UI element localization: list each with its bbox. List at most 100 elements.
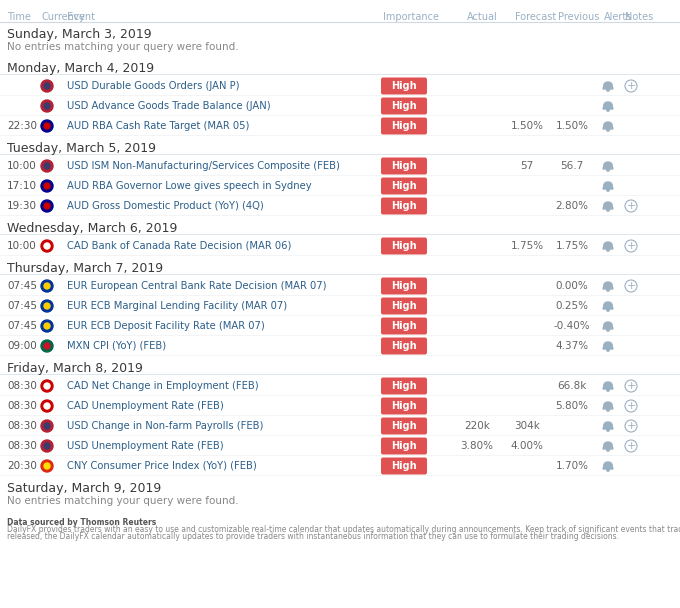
Text: AUD RBA Governor Lowe gives speech in Sydney: AUD RBA Governor Lowe gives speech in Sy… bbox=[67, 181, 311, 191]
Polygon shape bbox=[603, 425, 613, 429]
Circle shape bbox=[41, 380, 53, 392]
Text: 07:45: 07:45 bbox=[7, 321, 37, 331]
Text: +: + bbox=[626, 401, 636, 410]
Text: Time: Time bbox=[7, 12, 31, 22]
Text: Monday, March 4, 2019: Monday, March 4, 2019 bbox=[7, 62, 154, 75]
Text: High: High bbox=[391, 461, 417, 471]
Text: 0.00%: 0.00% bbox=[556, 281, 588, 291]
Text: No entries matching your query were found.: No entries matching your query were foun… bbox=[7, 496, 239, 506]
Text: USD Durable Goods Orders (JAN P): USD Durable Goods Orders (JAN P) bbox=[67, 81, 239, 91]
Text: 304k: 304k bbox=[514, 421, 540, 431]
Text: Forecast: Forecast bbox=[515, 12, 556, 22]
Text: Notes: Notes bbox=[625, 12, 653, 22]
Polygon shape bbox=[603, 325, 613, 329]
Text: ◕: ◕ bbox=[604, 201, 612, 211]
Text: ◕: ◕ bbox=[604, 101, 612, 111]
Text: Tuesday, March 5, 2019: Tuesday, March 5, 2019 bbox=[7, 142, 156, 155]
Text: CAD Unemployment Rate (FEB): CAD Unemployment Rate (FEB) bbox=[67, 401, 224, 411]
Circle shape bbox=[41, 240, 53, 252]
Polygon shape bbox=[603, 125, 613, 129]
Circle shape bbox=[625, 240, 637, 252]
Text: 08:30: 08:30 bbox=[7, 401, 37, 411]
Circle shape bbox=[44, 103, 50, 109]
Text: ◕: ◕ bbox=[604, 441, 612, 451]
Circle shape bbox=[625, 420, 637, 432]
Text: 1.75%: 1.75% bbox=[511, 241, 543, 251]
Text: Friday, March 8, 2019: Friday, March 8, 2019 bbox=[7, 362, 143, 375]
Circle shape bbox=[625, 440, 637, 452]
FancyBboxPatch shape bbox=[381, 297, 427, 314]
Polygon shape bbox=[604, 242, 612, 245]
Polygon shape bbox=[603, 105, 613, 109]
Text: USD Change in Non-farm Payrolls (FEB): USD Change in Non-farm Payrolls (FEB) bbox=[67, 421, 263, 431]
Polygon shape bbox=[604, 282, 612, 285]
Polygon shape bbox=[604, 102, 612, 105]
Circle shape bbox=[607, 209, 609, 211]
Text: High: High bbox=[391, 181, 417, 191]
Polygon shape bbox=[604, 202, 612, 205]
Circle shape bbox=[41, 340, 53, 352]
Circle shape bbox=[607, 329, 609, 331]
Polygon shape bbox=[604, 342, 612, 345]
FancyBboxPatch shape bbox=[381, 77, 427, 94]
Text: High: High bbox=[391, 161, 417, 171]
Text: High: High bbox=[391, 381, 417, 391]
Text: ◕: ◕ bbox=[604, 281, 612, 291]
Text: ◕: ◕ bbox=[604, 401, 612, 411]
FancyBboxPatch shape bbox=[381, 277, 427, 294]
Text: High: High bbox=[391, 341, 417, 351]
Text: ◕: ◕ bbox=[604, 381, 612, 391]
Text: Saturday, March 9, 2019: Saturday, March 9, 2019 bbox=[7, 482, 161, 495]
Circle shape bbox=[625, 200, 637, 212]
Polygon shape bbox=[604, 442, 612, 445]
Polygon shape bbox=[604, 122, 612, 125]
Circle shape bbox=[41, 300, 53, 312]
Text: +: + bbox=[626, 281, 636, 291]
Text: 2.80%: 2.80% bbox=[556, 201, 588, 211]
Text: High: High bbox=[391, 241, 417, 251]
Text: -0.40%: -0.40% bbox=[554, 321, 590, 331]
Text: High: High bbox=[391, 441, 417, 451]
Text: High: High bbox=[391, 281, 417, 291]
Text: 07:45: 07:45 bbox=[7, 281, 37, 291]
Text: 19:30: 19:30 bbox=[7, 201, 37, 211]
Polygon shape bbox=[604, 322, 612, 325]
Text: 57: 57 bbox=[520, 161, 534, 171]
Text: 5.80%: 5.80% bbox=[556, 401, 588, 411]
Text: CAD Net Change in Employment (FEB): CAD Net Change in Employment (FEB) bbox=[67, 381, 258, 391]
Polygon shape bbox=[604, 462, 612, 465]
Polygon shape bbox=[603, 405, 613, 409]
Text: ◕: ◕ bbox=[604, 181, 612, 191]
Text: AUD RBA Cash Rate Target (MAR 05): AUD RBA Cash Rate Target (MAR 05) bbox=[67, 121, 250, 131]
Circle shape bbox=[44, 83, 50, 89]
Circle shape bbox=[44, 343, 50, 349]
Circle shape bbox=[41, 120, 53, 132]
Circle shape bbox=[625, 80, 637, 92]
Circle shape bbox=[625, 380, 637, 392]
Circle shape bbox=[607, 189, 609, 191]
Text: EUR European Central Bank Rate Decision (MAR 07): EUR European Central Bank Rate Decision … bbox=[67, 281, 326, 291]
Text: Importance: Importance bbox=[383, 12, 439, 22]
Circle shape bbox=[41, 460, 53, 472]
Text: MXN CPI (YoY) (FEB): MXN CPI (YoY) (FEB) bbox=[67, 341, 166, 351]
Circle shape bbox=[607, 349, 609, 351]
Circle shape bbox=[44, 203, 50, 209]
Circle shape bbox=[44, 443, 50, 449]
FancyBboxPatch shape bbox=[381, 337, 427, 354]
FancyBboxPatch shape bbox=[381, 117, 427, 134]
Polygon shape bbox=[603, 445, 613, 449]
Polygon shape bbox=[604, 402, 612, 405]
Text: ◕: ◕ bbox=[604, 421, 612, 431]
Text: +: + bbox=[626, 81, 636, 91]
Text: 1.75%: 1.75% bbox=[556, 241, 589, 251]
Text: Alerts: Alerts bbox=[604, 12, 632, 22]
FancyBboxPatch shape bbox=[381, 97, 427, 114]
Text: No entries matching your query were found.: No entries matching your query were foun… bbox=[7, 42, 239, 52]
Circle shape bbox=[41, 100, 53, 112]
Text: 4.37%: 4.37% bbox=[556, 341, 589, 351]
Circle shape bbox=[607, 169, 609, 171]
Text: ◕: ◕ bbox=[604, 121, 612, 131]
Polygon shape bbox=[603, 465, 613, 469]
Circle shape bbox=[44, 163, 50, 169]
Text: High: High bbox=[391, 401, 417, 411]
